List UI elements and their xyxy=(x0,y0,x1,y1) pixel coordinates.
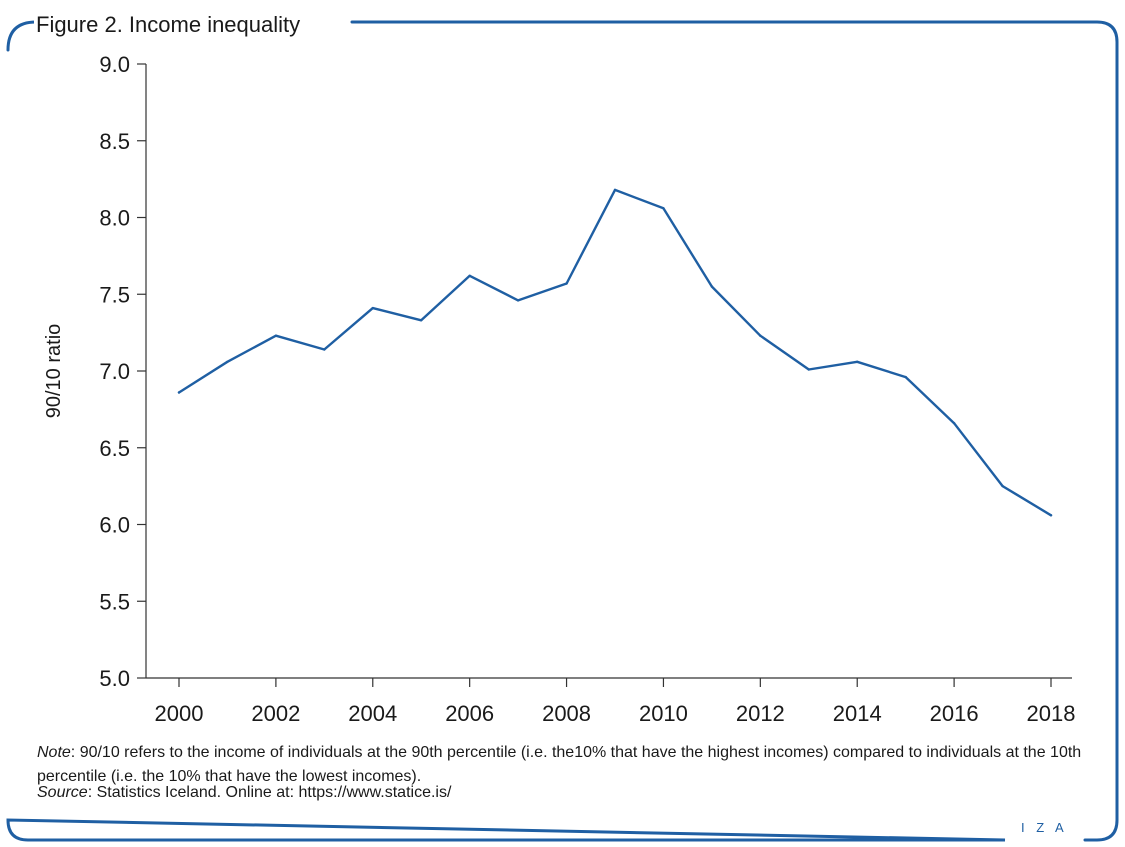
chart-note: Note: 90/10 refers to the income of indi… xyxy=(37,741,1107,789)
x-tick-label-4: 2008 xyxy=(542,701,591,726)
y-tick-label-3: 6.5 xyxy=(99,436,130,461)
data-point-2012 xyxy=(759,334,762,337)
y-tick-label-5: 7.5 xyxy=(99,282,130,307)
data-point-2013 xyxy=(807,368,810,371)
x-tick-label-9: 2018 xyxy=(1027,701,1076,726)
y-tick-label-1: 5.5 xyxy=(99,589,130,614)
data-point-2015 xyxy=(904,375,907,379)
data-point-2005 xyxy=(420,319,423,322)
y-tick-label-4: 7.0 xyxy=(99,359,130,384)
data-point-2018 xyxy=(1049,514,1053,517)
data-point-2014 xyxy=(856,360,859,363)
source-label: Source xyxy=(37,784,88,801)
y-tick-label-6: 8.0 xyxy=(99,206,130,231)
x-tick-label-6: 2012 xyxy=(736,701,785,726)
data-point-2004 xyxy=(371,306,374,310)
x-tick-label-8: 2016 xyxy=(930,701,979,726)
chart-source: Source: Statistics Iceland. Online at: h… xyxy=(37,781,1107,805)
note-label: Note xyxy=(37,744,71,761)
data-point-2017 xyxy=(1001,484,1004,488)
data-point-2007 xyxy=(516,299,520,302)
y-tick-label-8: 9.0 xyxy=(99,52,130,77)
data-point-2010 xyxy=(662,207,665,210)
data-point-2006 xyxy=(468,274,471,277)
series-line-0 xyxy=(177,188,1053,517)
figure-border xyxy=(6,20,1119,842)
x-tick-label-1: 2002 xyxy=(251,701,300,726)
note-text: : 90/10 refers to the income of individu… xyxy=(37,744,1082,785)
y-axis-title: 90/10 ratio xyxy=(43,324,65,419)
x-tick-label-2: 2004 xyxy=(348,701,397,726)
y-tick-label-7: 8.5 xyxy=(99,129,130,154)
source-text: : Statistics Iceland. Online at: https:/… xyxy=(87,784,452,801)
plot-area xyxy=(177,188,1053,517)
data-point-2016 xyxy=(952,422,956,425)
iza-logo: I Z A xyxy=(1021,820,1068,835)
y-tick-label-2: 6.0 xyxy=(99,513,130,538)
x-tick-label-7: 2014 xyxy=(833,701,882,726)
x-tick-label-0: 2000 xyxy=(155,701,204,726)
data-point-2008 xyxy=(565,282,568,285)
data-point-2002 xyxy=(274,334,278,337)
axes: 5.0 5.5 6.0 6.5 7.0 7.5 8.0 8.5 9.0 2000 2002 2004 2… xyxy=(43,52,1075,726)
data-point-2001 xyxy=(226,360,229,363)
x-tick-label-5: 2010 xyxy=(639,701,688,726)
data-point-2011 xyxy=(710,285,714,288)
x-tick-label-3: 2006 xyxy=(445,701,494,726)
data-point-2000 xyxy=(177,391,181,394)
data-point-2003 xyxy=(323,348,326,351)
data-point-2009 xyxy=(613,188,617,192)
figure-title: Figure 2. Income inequality xyxy=(34,11,307,39)
y-tick-label-0: 5.0 xyxy=(99,666,130,691)
